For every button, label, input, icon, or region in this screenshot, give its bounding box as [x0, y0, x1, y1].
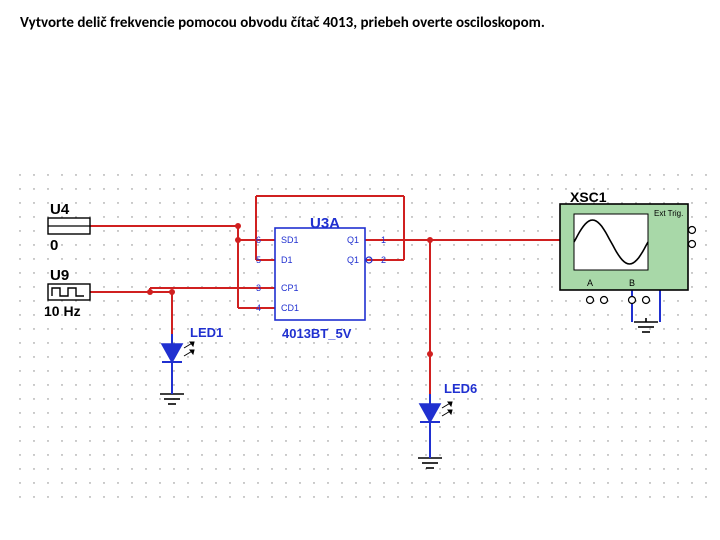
svg-text:A: A [587, 278, 593, 288]
svg-text:5: 5 [256, 255, 261, 265]
svg-text:CP1: CP1 [281, 283, 299, 293]
svg-text:D1: D1 [281, 255, 293, 265]
svg-text:3: 3 [256, 283, 261, 293]
svg-text:XSC1: XSC1 [570, 189, 607, 205]
svg-text:SD1: SD1 [281, 235, 299, 245]
schematic-canvas: U40U910 HzU3A6SD15D13CP14CD1Q11Q124013BT… [0, 0, 720, 540]
svg-text:4: 4 [256, 303, 261, 313]
svg-text:6: 6 [256, 235, 261, 245]
svg-text:10 Hz: 10 Hz [44, 303, 81, 319]
svg-text:Q1: Q1 [347, 255, 359, 265]
svg-text:B: B [629, 278, 635, 288]
svg-text:LED6: LED6 [444, 381, 477, 396]
svg-text:Ext Trig.: Ext Trig. [654, 209, 683, 218]
svg-text:4013BT_5V: 4013BT_5V [282, 326, 352, 341]
svg-text:U4: U4 [50, 201, 70, 218]
svg-text:0: 0 [50, 237, 58, 254]
svg-text:Q1: Q1 [347, 235, 359, 245]
svg-text:CD1: CD1 [281, 303, 299, 313]
svg-text:U9: U9 [50, 267, 69, 284]
svg-text:LED1: LED1 [190, 325, 223, 340]
svg-text:1: 1 [381, 235, 386, 245]
svg-text:2: 2 [381, 255, 386, 265]
